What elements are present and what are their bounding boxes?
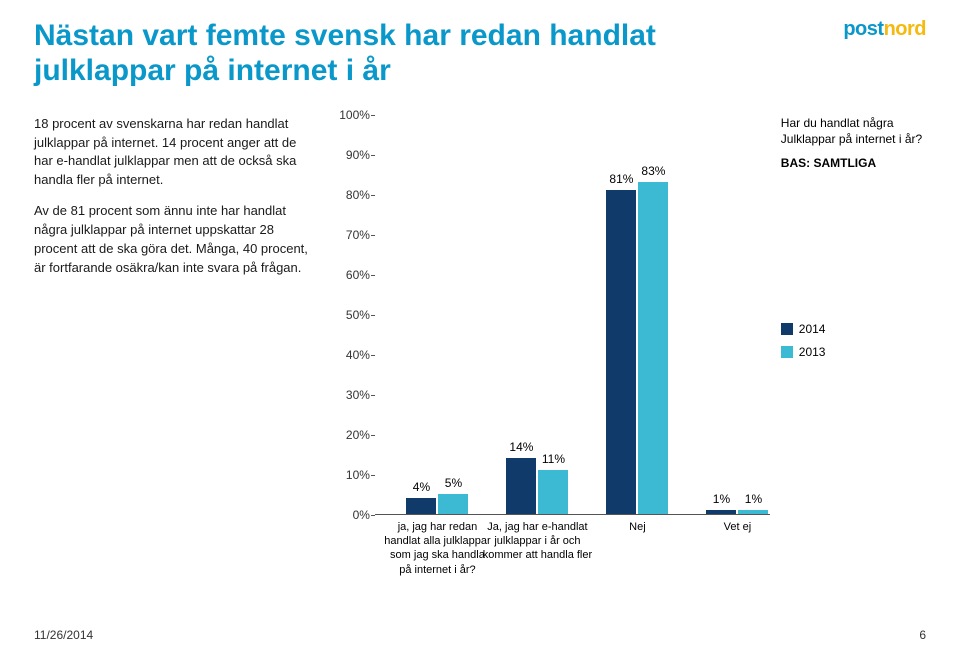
bar: 4% <box>406 498 436 514</box>
bar-group: 81%83%Nej <box>590 182 685 514</box>
page-number: 6 <box>919 628 926 642</box>
bar-value-label: 1% <box>738 492 768 506</box>
bar: 5% <box>438 494 468 514</box>
x-axis-label: ja, jag har redan handlat alla julklappa… <box>382 514 492 577</box>
y-tick-label: 20% <box>330 428 370 442</box>
bar-value-label: 1% <box>706 492 736 506</box>
y-tick-label: 10% <box>330 468 370 482</box>
legend-swatch-2013 <box>781 346 793 358</box>
legend-item-2013: 2013 <box>781 344 926 360</box>
x-axis-label: Vet ej <box>682 514 792 534</box>
bar-group: 14%11%Ja, jag har e-handlat julklappar i… <box>490 458 585 514</box>
x-axis-label: Ja, jag har e-handlat julklappar i år oc… <box>482 514 592 563</box>
content-row: 18 procent av svenskarna har redan handl… <box>34 115 926 595</box>
x-axis-label: Nej <box>582 514 692 534</box>
legend-swatch-2014 <box>781 323 793 335</box>
legend-item-2014: 2014 <box>781 321 926 337</box>
y-tick-label: 60% <box>330 268 370 282</box>
bar-value-label: 83% <box>638 164 668 178</box>
bar-value-label: 14% <box>506 440 536 454</box>
y-tick-label: 100% <box>330 108 370 122</box>
logo: postnord <box>843 18 926 41</box>
y-tick-mark <box>371 235 375 236</box>
y-tick-mark <box>371 435 375 436</box>
y-tick-mark <box>371 115 375 116</box>
chart-plot-area: 0%10%20%30%40%50%60%70%80%90%100%4%5%ja,… <box>375 115 770 515</box>
bar-group: 4%5%ja, jag har redan handlat alla julkl… <box>390 494 485 514</box>
bar: 81% <box>606 190 636 514</box>
logo-part1: post <box>843 18 883 40</box>
y-tick-label: 40% <box>330 348 370 362</box>
left-text: 18 procent av svenskarna har redan handl… <box>34 115 310 595</box>
y-tick-mark <box>371 275 375 276</box>
y-tick-mark <box>371 315 375 316</box>
y-tick-label: 50% <box>330 308 370 322</box>
y-tick-mark <box>371 395 375 396</box>
legend-label-2013: 2013 <box>799 344 826 360</box>
bar-value-label: 81% <box>606 172 636 186</box>
bar-value-label: 11% <box>538 452 568 466</box>
legend-label-2014: 2014 <box>799 321 826 337</box>
left-paragraph-2: Av de 81 procent som ännu inte har handl… <box>34 202 310 277</box>
y-tick-label: 30% <box>330 388 370 402</box>
bar: 14% <box>506 458 536 514</box>
y-tick-mark <box>371 515 375 516</box>
right-text: Har du handlat några Julklappar på inter… <box>781 115 926 595</box>
y-tick-mark <box>371 195 375 196</box>
y-tick-label: 80% <box>330 188 370 202</box>
y-tick-mark <box>371 155 375 156</box>
bar-value-label: 5% <box>438 476 468 490</box>
chart: 0%10%20%30%40%50%60%70%80%90%100%4%5%ja,… <box>330 115 761 595</box>
slide-page: postnord Nästan vart femte svensk har re… <box>0 0 960 654</box>
chart-bas: BAS: SAMTLIGA <box>781 155 926 171</box>
bar-value-label: 4% <box>406 480 436 494</box>
y-tick-label: 0% <box>330 508 370 522</box>
page-title: Nästan vart femte svensk har redan handl… <box>34 18 734 89</box>
y-tick-label: 90% <box>330 148 370 162</box>
bar: 83% <box>638 182 668 514</box>
logo-part2: nord <box>884 18 926 40</box>
bar-group: 1%1%Vet ej <box>690 510 785 514</box>
legend: 2014 2013 <box>781 321 926 359</box>
y-tick-mark <box>371 475 375 476</box>
y-tick-mark <box>371 355 375 356</box>
y-tick-label: 70% <box>330 228 370 242</box>
left-paragraph-1: 18 procent av svenskarna har redan handl… <box>34 115 310 190</box>
chart-question: Har du handlat några Julklappar på inter… <box>781 115 926 147</box>
footer-date: 11/26/2014 <box>34 628 93 642</box>
bar: 11% <box>538 470 568 514</box>
